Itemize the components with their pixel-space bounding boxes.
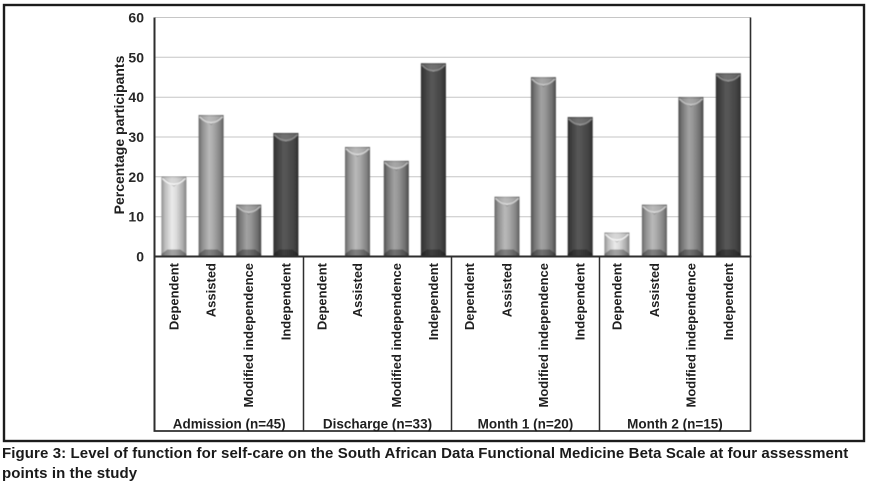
svg-text:30: 30 [128, 129, 144, 145]
svg-text:Modified independence: Modified independence [536, 263, 551, 407]
svg-text:0: 0 [136, 249, 144, 265]
svg-text:50: 50 [128, 49, 144, 65]
svg-text:Modified independence: Modified independence [389, 263, 404, 407]
svg-text:Month 2 (n=15): Month 2 (n=15) [627, 417, 723, 432]
svg-text:Independent: Independent [721, 262, 736, 340]
svg-text:20: 20 [128, 169, 144, 185]
svg-text:Assisted: Assisted [350, 263, 365, 317]
svg-text:Admission (n=45): Admission (n=45) [173, 417, 286, 432]
svg-text:Percentage participants: Percentage participants [111, 55, 127, 214]
svg-text:Dependent: Dependent [462, 262, 477, 330]
svg-text:10: 10 [128, 209, 144, 225]
svg-text:Dependent: Dependent [609, 262, 624, 330]
svg-text:Independent: Independent [426, 262, 441, 340]
svg-text:Assisted: Assisted [500, 263, 515, 317]
svg-text:Assisted: Assisted [204, 263, 219, 317]
svg-text:Month 1 (n=20): Month 1 (n=20) [478, 417, 574, 432]
svg-text:Discharge (n=33): Discharge (n=33) [323, 417, 432, 432]
svg-text:Independent: Independent [278, 262, 293, 340]
svg-text:Independent: Independent [573, 262, 588, 340]
svg-text:Dependent: Dependent [166, 262, 181, 330]
svg-text:Dependent: Dependent [315, 262, 330, 330]
svg-text:Modified independence: Modified independence [683, 263, 698, 407]
svg-text:60: 60 [128, 10, 144, 26]
svg-text:40: 40 [128, 89, 144, 105]
svg-text:Assisted: Assisted [647, 263, 662, 317]
svg-text:Modified independence: Modified independence [241, 263, 256, 407]
